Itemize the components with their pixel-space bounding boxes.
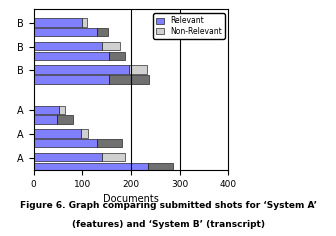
Bar <box>109 75 149 84</box>
Bar <box>34 18 82 26</box>
Bar <box>34 115 57 124</box>
Bar <box>82 18 87 26</box>
Bar <box>34 28 97 36</box>
Legend: Relevant, Non-Relevant: Relevant, Non-Relevant <box>153 13 225 39</box>
Text: Figure 6. Graph comparing submitted shots for ‘System A’: Figure 6. Graph comparing submitted shot… <box>19 201 317 210</box>
Bar <box>102 42 120 50</box>
Bar <box>148 163 173 171</box>
Bar <box>59 105 65 114</box>
Bar <box>34 42 102 50</box>
Bar <box>34 75 109 84</box>
X-axis label: Documents: Documents <box>103 194 159 204</box>
Bar <box>34 52 109 60</box>
Text: (features) and ‘System B’ (transcript): (features) and ‘System B’ (transcript) <box>72 220 264 229</box>
Bar <box>34 163 148 171</box>
Bar <box>34 65 129 74</box>
Bar <box>34 139 97 148</box>
Bar <box>97 28 108 36</box>
Bar <box>129 65 147 74</box>
Bar <box>57 115 73 124</box>
Bar <box>34 105 59 114</box>
Bar <box>81 129 88 138</box>
Bar <box>97 139 122 148</box>
Bar <box>34 129 81 138</box>
Bar <box>102 153 125 161</box>
Bar <box>109 52 125 60</box>
Bar <box>34 153 102 161</box>
